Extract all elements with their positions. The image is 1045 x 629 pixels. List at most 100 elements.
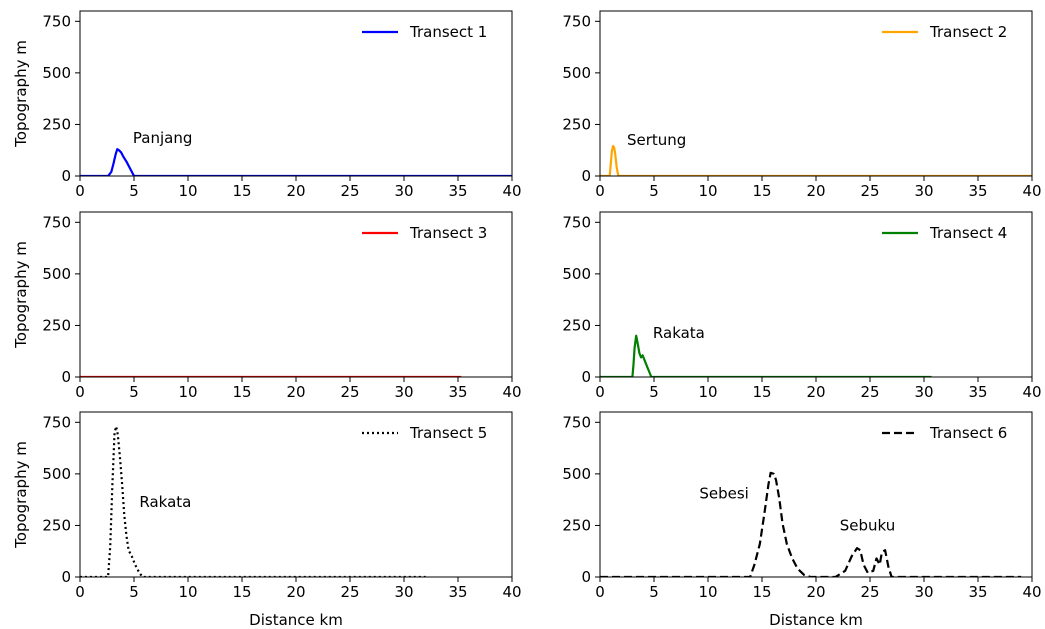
x-tick-label: 25	[860, 383, 879, 401]
x-tick-label: 30	[394, 583, 413, 601]
annotation-1-1: Panjang	[133, 129, 192, 147]
y-tick-label: 0	[61, 368, 71, 386]
x-tick-label: 15	[232, 182, 251, 200]
x-tick-label: 25	[340, 182, 359, 200]
y-tick-label: 250	[562, 316, 591, 334]
y-tick-label: 250	[562, 115, 591, 133]
y-axis-label: Topography m	[12, 40, 30, 148]
x-tick-label: 15	[752, 383, 771, 401]
subplot-1: 0 5 10 15 20 25 30 35 40 0 250 500 750 Topography m Tr…	[12, 10, 522, 200]
subplot-5: 0 5 10 15 20 25 30 35 40 0 250 500 750 Topography m Di…	[12, 411, 522, 629]
x-tick-label: 0	[75, 383, 85, 401]
x-tick-label: 40	[1022, 383, 1041, 401]
legend-label-2: Transect 2	[929, 23, 1007, 41]
x-tick-label: 20	[806, 383, 825, 401]
y-tick-label: 750	[42, 213, 71, 231]
x-tick-label: 30	[914, 182, 933, 200]
x-tick-label: 5	[649, 383, 659, 401]
y-axis-label: Topography m	[12, 241, 30, 349]
annotation-6-1: Sebesi	[699, 485, 748, 503]
series-line-1-1	[80, 148, 512, 176]
legend-label-3: Transect 3	[409, 224, 487, 242]
x-tick-label: 10	[178, 583, 197, 601]
x-axis-label: Distance km	[769, 611, 863, 629]
x-tick-label: 20	[286, 583, 305, 601]
x-tick-label: 10	[178, 383, 197, 401]
x-tick-label: 35	[448, 383, 467, 401]
x-tick-label: 40	[1022, 583, 1041, 601]
legend-label-1: Transect 1	[409, 23, 487, 41]
y-tick-label: 500	[562, 265, 591, 283]
series-line-2-1	[600, 144, 1032, 176]
x-tick-label: 20	[286, 182, 305, 200]
x-tick-label: 15	[752, 182, 771, 200]
x-tick-label: 5	[129, 383, 139, 401]
x-axis-label: Distance km	[249, 611, 343, 629]
x-tick-label: 20	[286, 383, 305, 401]
y-tick-label: 500	[42, 64, 71, 82]
annotation-5-1: Rakata	[139, 493, 191, 511]
y-tick-label: 500	[562, 465, 591, 483]
x-tick-label: 30	[914, 383, 933, 401]
x-tick-label: 35	[968, 583, 987, 601]
y-tick-label: 0	[61, 568, 71, 586]
x-tick-label: 10	[698, 383, 717, 401]
x-tick-label: 25	[860, 182, 879, 200]
x-tick-label: 25	[340, 583, 359, 601]
x-tick-label: 35	[968, 182, 987, 200]
x-tick-label: 30	[394, 182, 413, 200]
x-tick-label: 40	[1022, 182, 1041, 200]
x-tick-label: 40	[502, 383, 521, 401]
x-tick-label: 10	[698, 583, 717, 601]
y-tick-label: 500	[42, 265, 71, 283]
x-tick-label: 0	[75, 182, 85, 200]
x-tick-label: 15	[752, 583, 771, 601]
y-tick-label: 0	[581, 568, 591, 586]
x-tick-label: 30	[914, 583, 933, 601]
y-tick-label: 0	[61, 167, 71, 185]
legend-label-6: Transect 6	[929, 424, 1007, 442]
x-tick-label: 10	[178, 182, 197, 200]
y-tick-label: 750	[42, 12, 71, 30]
y-tick-label: 250	[562, 516, 591, 534]
y-tick-label: 500	[42, 465, 71, 483]
x-tick-label: 0	[595, 182, 605, 200]
y-tick-label: 0	[581, 167, 591, 185]
legend-label-4: Transect 4	[929, 224, 1007, 242]
y-tick-label: 250	[42, 115, 71, 133]
x-tick-label: 5	[649, 583, 659, 601]
x-tick-label: 0	[595, 383, 605, 401]
x-tick-label: 35	[968, 383, 987, 401]
x-tick-label: 5	[129, 583, 139, 601]
x-tick-label: 40	[502, 583, 521, 601]
series-line-4-1	[600, 334, 932, 377]
y-tick-label: 0	[581, 368, 591, 386]
x-tick-label: 35	[448, 182, 467, 200]
x-tick-label: 25	[860, 583, 879, 601]
annotation-2-1: Sertung	[627, 131, 686, 149]
legend-label-5: Transect 5	[409, 424, 487, 442]
y-tick-label: 250	[42, 516, 71, 534]
y-axis-label: Topography m	[12, 441, 30, 549]
y-tick-label: 750	[562, 12, 591, 30]
subplot-4: 0 5 10 15 20 25 30 35 40 0 250 500 750 Transect 4 Raka…	[562, 211, 1042, 401]
series-line-5-1	[80, 425, 426, 577]
y-tick-label: 750	[562, 213, 591, 231]
y-tick-label: 500	[562, 64, 591, 82]
subplot-2: 0 5 10 15 20 25 30 35 40 0 250 500 750 Transect 2 Sert…	[562, 10, 1042, 200]
subplot-6: 0 5 10 15 20 25 30 35 40 0 250 500 750 Distance km Tra…	[562, 411, 1042, 629]
x-tick-label: 20	[806, 182, 825, 200]
x-tick-label: 15	[232, 583, 251, 601]
annotation-6-2: Sebuku	[840, 517, 896, 535]
x-tick-label: 35	[448, 583, 467, 601]
x-tick-label: 40	[502, 182, 521, 200]
y-tick-label: 750	[562, 413, 591, 431]
x-tick-label: 5	[129, 182, 139, 200]
x-tick-label: 15	[232, 383, 251, 401]
x-tick-label: 25	[340, 383, 359, 401]
y-tick-label: 250	[42, 316, 71, 334]
series-line-6-1	[600, 471, 1022, 577]
y-tick-label: 750	[42, 413, 71, 431]
x-tick-label: 0	[595, 583, 605, 601]
